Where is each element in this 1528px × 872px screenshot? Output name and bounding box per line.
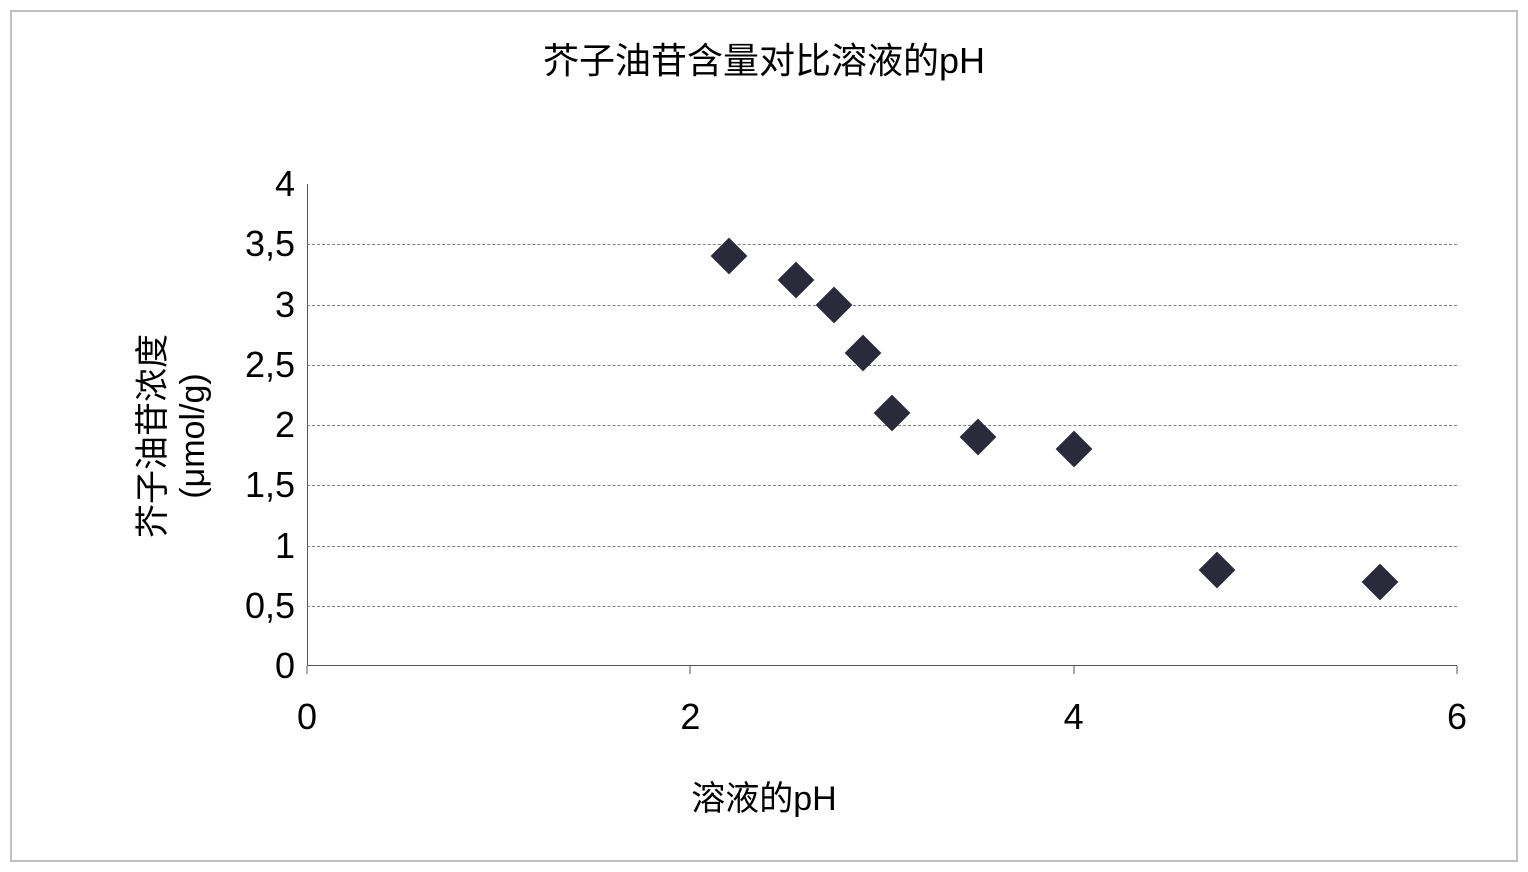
chart-title: 芥子油苷含量对比溶液的pH — [12, 32, 1516, 84]
x-tick-label: 2 — [680, 666, 700, 738]
gridline-h — [307, 606, 1457, 607]
data-point — [777, 262, 814, 299]
chart-frame: 芥子油苷含量对比溶液的pH 芥子油苷浓度 (μmol/g) 溶液的pH 00,5… — [0, 0, 1528, 872]
chart-border: 芥子油苷含量对比溶液的pH 芥子油苷浓度 (μmol/g) 溶液的pH 00,5… — [10, 10, 1518, 862]
data-point — [1362, 563, 1399, 600]
y-axis-label-line1: 芥子油苷浓度 — [125, 334, 174, 538]
y-tick-label: 1,5 — [245, 464, 307, 506]
y-axis-label: 芥子油苷浓度 (μmol/g) — [125, 334, 213, 538]
x-tick-label: 0 — [297, 666, 317, 738]
y-tick-label: 0,5 — [245, 585, 307, 627]
x-axis-line — [307, 665, 1457, 666]
x-tick-label: 6 — [1447, 666, 1467, 738]
x-axis-label: 溶液的pH — [12, 771, 1516, 820]
y-tick-label: 2,5 — [245, 344, 307, 386]
gridline-h — [307, 244, 1457, 245]
gridline-h — [307, 305, 1457, 306]
gridline-h — [307, 425, 1457, 426]
gridline-h — [307, 365, 1457, 366]
y-tick-label: 3 — [275, 284, 307, 326]
plot-area: 00,511,522,533,540246 — [307, 184, 1457, 666]
x-tick-label: 4 — [1064, 666, 1084, 738]
gridline-h — [307, 546, 1457, 547]
data-point — [1199, 551, 1236, 588]
y-axis-label-line2: (μmol/g) — [174, 334, 213, 538]
y-tick-label: 1 — [275, 525, 307, 567]
y-tick-label: 2 — [275, 404, 307, 446]
data-point — [816, 286, 853, 323]
y-tick-label: 3,5 — [245, 223, 307, 265]
data-point — [1055, 431, 1092, 468]
y-tick-label: 4 — [275, 163, 307, 205]
gridline-h — [307, 485, 1457, 486]
